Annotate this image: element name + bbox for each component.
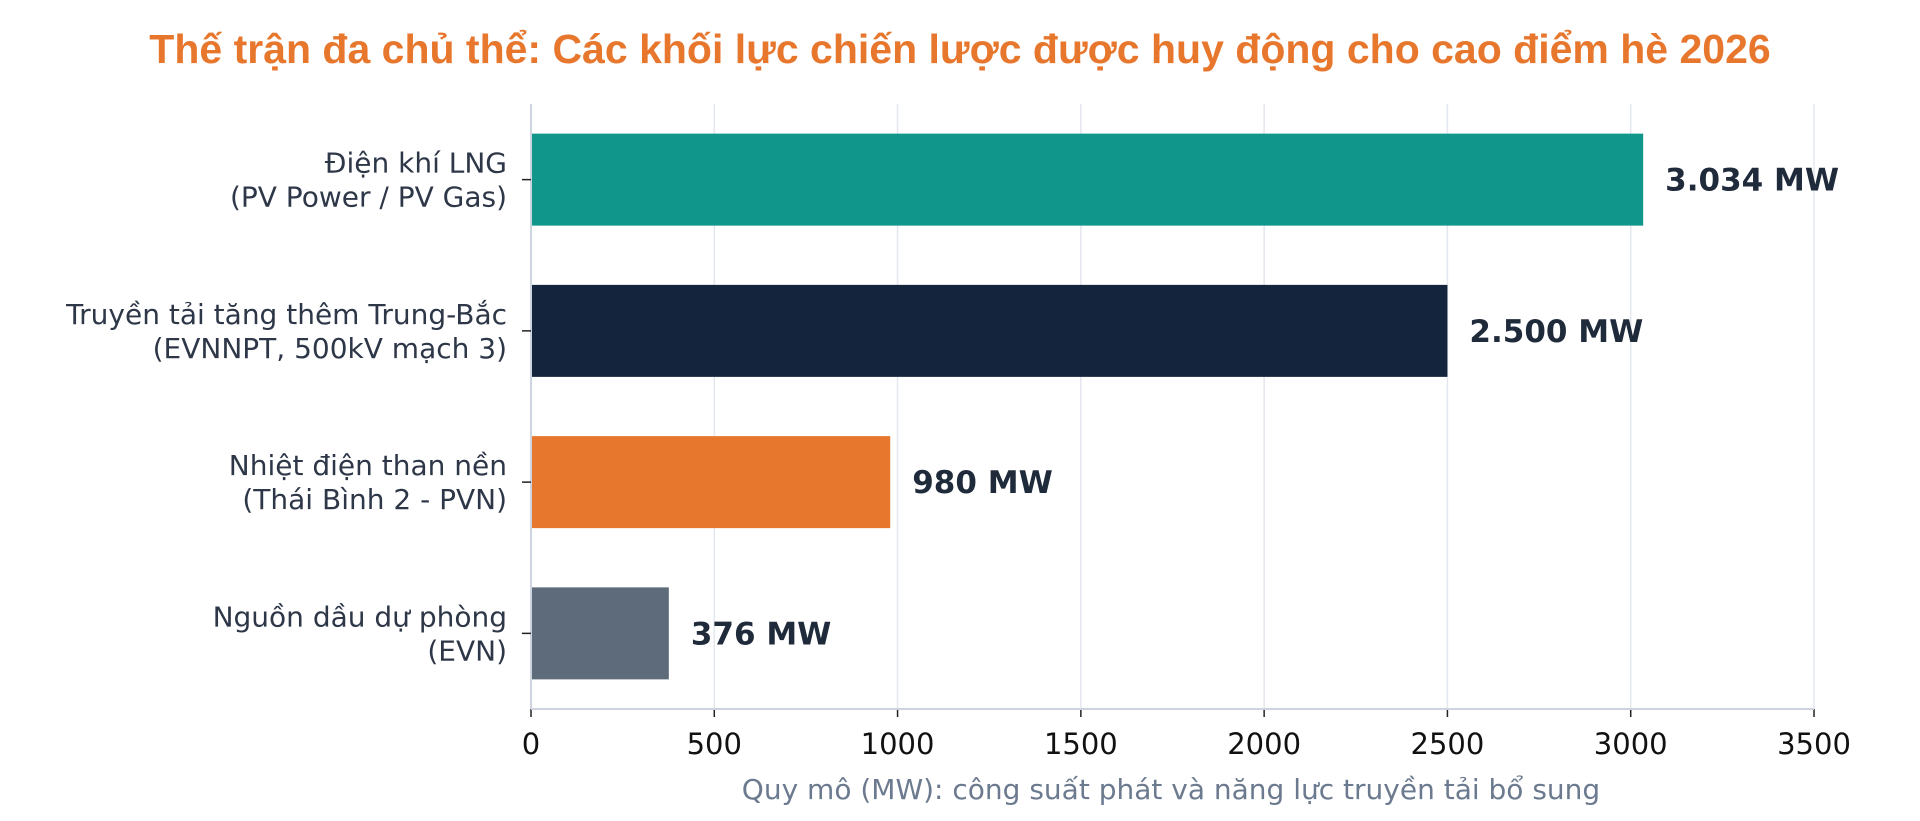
bar <box>531 284 1448 377</box>
category-label-line: Nhiệt điện than nền <box>229 449 507 482</box>
bar <box>531 587 669 680</box>
x-axis-label: Quy mô (MW): công suất phát và năng lực … <box>742 773 1600 806</box>
category-label: Nhiệt điện than nền (Thái Bình 2 - PVN) <box>229 449 507 516</box>
x-tick-label: 1500 <box>1044 727 1118 761</box>
x-tick-label: 3000 <box>1594 727 1668 761</box>
value-label: 2.500 MW <box>1469 314 1643 350</box>
value-label: 980 MW <box>912 465 1053 501</box>
category-label-line: (Thái Bình 2 - PVN) <box>242 483 507 516</box>
x-tick-label: 500 <box>687 727 742 761</box>
category-label-line: (EVNNPT, 500kV mạch 3) <box>153 332 507 365</box>
value-label: 3.034 MW <box>1665 163 1839 199</box>
x-tick-label: 2500 <box>1411 727 1485 761</box>
category-label-line: Truyền tải tăng thêm Trung-Bắc <box>65 298 507 331</box>
category-label: Truyền tải tăng thêm Trung-Bắc (EVNNPT, 5… <box>65 298 507 365</box>
bar <box>531 436 891 529</box>
axes: 0 500 1000 1500 2000 2500 3000 3500 <box>522 104 1851 761</box>
category-label-line: Nguồn dầu dự phòng <box>213 600 507 633</box>
category-label: Điện khí LNG (PV Power / PV Gas) <box>230 147 507 214</box>
category-label-line: (PV Power / PV Gas) <box>230 181 507 214</box>
x-tick-label: 2000 <box>1227 727 1301 761</box>
bars <box>531 133 1644 680</box>
chart-title: Thế trận đa chủ thể: Các khối lực chiến … <box>149 26 1771 72</box>
category-label: Nguồn dầu dự phòng (EVN) <box>213 600 507 667</box>
x-tick-label: 3500 <box>1777 727 1851 761</box>
category-label-line: Điện khí LNG <box>325 147 507 180</box>
labels: Điện khí LNG (PV Power / PV Gas) 3.034 MW T… <box>65 147 1839 668</box>
bar <box>531 133 1644 226</box>
x-tick-label: 0 <box>522 727 540 761</box>
x-tick-label: 1000 <box>861 727 935 761</box>
value-label: 376 MW <box>691 616 832 652</box>
category-label-line: (EVN) <box>427 634 507 667</box>
